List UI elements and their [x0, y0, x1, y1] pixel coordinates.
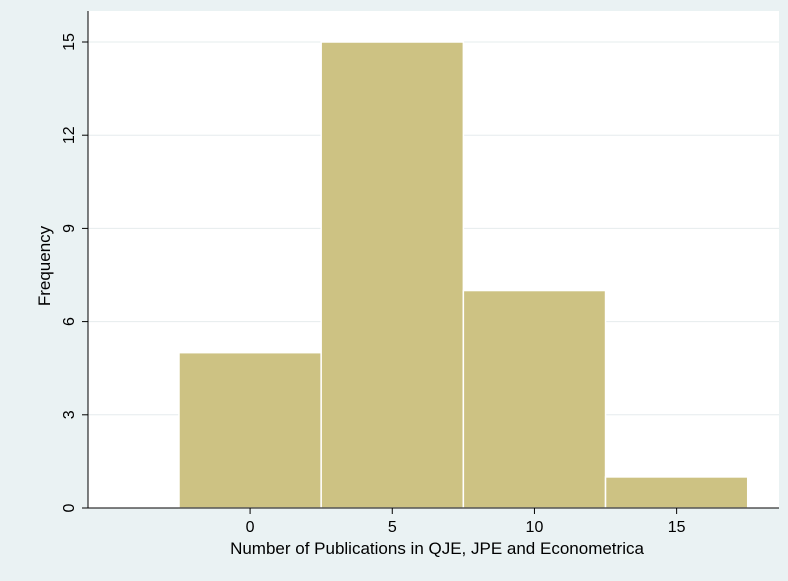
y-tick-label: 0: [61, 503, 78, 512]
histogram-bar: [178, 351, 322, 509]
axes: [87, 11, 779, 509]
y-tick-label: 12: [61, 126, 78, 144]
histogram-bar: [604, 476, 749, 509]
histogram-bar: [462, 289, 607, 509]
y-tick-label: 3: [61, 410, 78, 419]
y-tick-label: 6: [61, 317, 78, 326]
y-tick-label: 15: [61, 33, 78, 51]
x-tick-label: 10: [526, 519, 544, 536]
y-axis-label: Frequency: [35, 225, 54, 306]
axis-ticks: 0 3 6 9 12 15 0 5 10 15: [61, 33, 686, 536]
histogram-bar: [320, 41, 465, 509]
x-tick-label: 5: [388, 519, 397, 536]
histogram-bars: [178, 41, 749, 509]
x-tick-label: 15: [668, 519, 686, 536]
x-axis-label: Number of Publications in QJE, JPE and E…: [230, 539, 644, 558]
x-tick-label: 0: [246, 519, 255, 536]
y-tick-label: 9: [61, 224, 78, 233]
